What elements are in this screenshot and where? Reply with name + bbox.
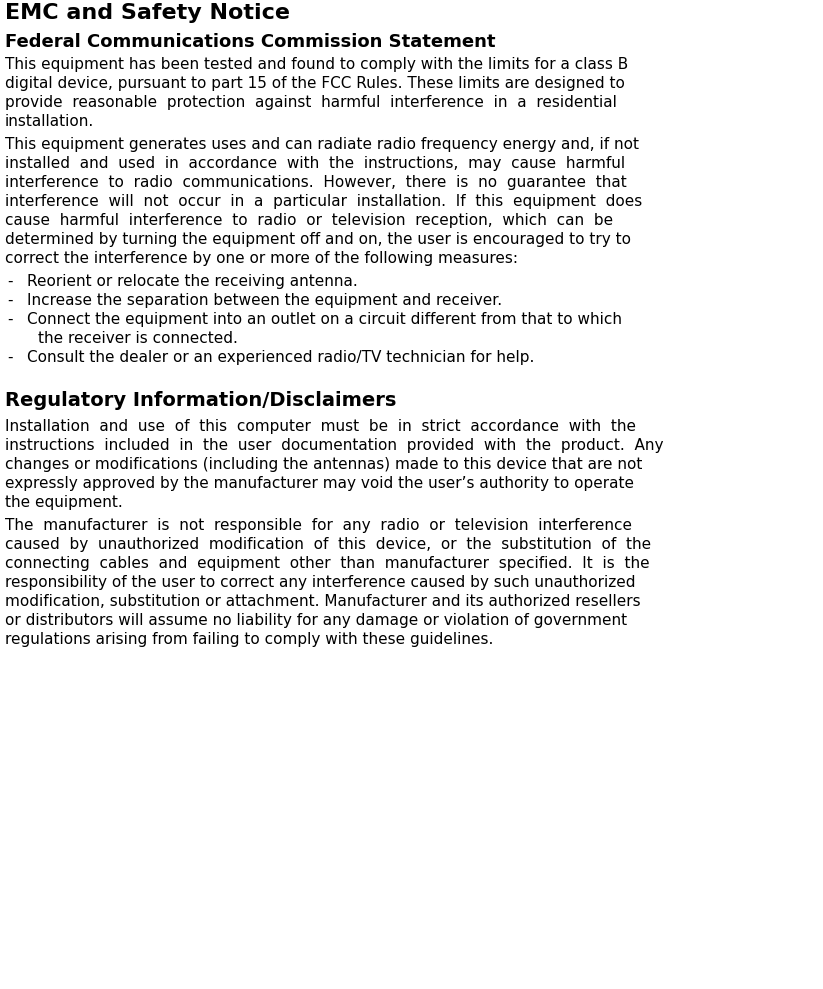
Text: connecting  cables  and  equipment  other  than  manufacturer  specified.  It  i: connecting cables and equipment other th… (5, 556, 649, 571)
Text: provide  reasonable  protection  against  harmful  interference  in  a  resident: provide reasonable protection against ha… (5, 95, 617, 110)
Text: Connect the equipment into an outlet on a circuit different from that to which: Connect the equipment into an outlet on … (27, 312, 622, 327)
Text: Reorient or relocate the receiving antenna.: Reorient or relocate the receiving anten… (27, 274, 358, 289)
Text: Increase the separation between the equipment and receiver.: Increase the separation between the equi… (27, 293, 502, 308)
Text: interference  to  radio  communications.  However,  there  is  no  guarantee  th: interference to radio communications. Ho… (5, 175, 627, 190)
Text: regulations arising from failing to comply with these guidelines.: regulations arising from failing to comp… (5, 632, 493, 647)
Text: the equipment.: the equipment. (5, 495, 123, 510)
Text: instructions  included  in  the  user  documentation  provided  with  the  produ: instructions included in the user docume… (5, 438, 663, 453)
Text: interference  will  not  occur  in  a  particular  installation.  If  this  equi: interference will not occur in a particu… (5, 194, 642, 209)
Text: -: - (7, 312, 12, 327)
Text: determined by turning the equipment off and on, the user is encouraged to try to: determined by turning the equipment off … (5, 232, 631, 247)
Text: expressly approved by the manufacturer may void the user’s authority to operate: expressly approved by the manufacturer m… (5, 476, 634, 491)
Text: installation.: installation. (5, 114, 95, 129)
Text: This equipment generates uses and can radiate radio frequency energy and, if not: This equipment generates uses and can ra… (5, 137, 639, 152)
Text: installed  and  used  in  accordance  with  the  instructions,  may  cause  harm: installed and used in accordance with th… (5, 156, 625, 171)
Text: responsibility of the user to correct any interference caused by such unauthoriz: responsibility of the user to correct an… (5, 575, 635, 590)
Text: Consult the dealer or an experienced radio/TV technician for help.: Consult the dealer or an experienced rad… (27, 350, 534, 365)
Text: Regulatory Information/Disclaimers: Regulatory Information/Disclaimers (5, 391, 397, 410)
Text: digital device, pursuant to part 15 of the FCC Rules. These limits are designed : digital device, pursuant to part 15 of t… (5, 76, 625, 91)
Text: changes or modifications (including the antennas) made to this device that are n: changes or modifications (including the … (5, 457, 643, 472)
Text: modification, substitution or attachment. Manufacturer and its authorized resell: modification, substitution or attachment… (5, 594, 640, 609)
Text: EMC and Safety Notice: EMC and Safety Notice (5, 3, 290, 23)
Text: correct the interference by one or more of the following measures:: correct the interference by one or more … (5, 251, 518, 266)
Text: Installation  and  use  of  this  computer  must  be  in  strict  accordance  wi: Installation and use of this computer mu… (5, 419, 636, 434)
Text: the receiver is connected.: the receiver is connected. (38, 331, 238, 346)
Text: or distributors will assume no liability for any damage or violation of governme: or distributors will assume no liability… (5, 613, 627, 628)
Text: -: - (7, 274, 12, 289)
Text: The  manufacturer  is  not  responsible  for  any  radio  or  television  interf: The manufacturer is not responsible for … (5, 518, 632, 533)
Text: cause  harmful  interference  to  radio  or  television  reception,  which  can : cause harmful interference to radio or t… (5, 213, 613, 228)
Text: Federal Communications Commission Statement: Federal Communications Commission Statem… (5, 33, 495, 51)
Text: -: - (7, 350, 12, 365)
Text: This equipment has been tested and found to comply with the limits for a class B: This equipment has been tested and found… (5, 57, 628, 72)
Text: caused  by  unauthorized  modification  of  this  device,  or  the  substitution: caused by unauthorized modification of t… (5, 537, 651, 552)
Text: -: - (7, 293, 12, 308)
